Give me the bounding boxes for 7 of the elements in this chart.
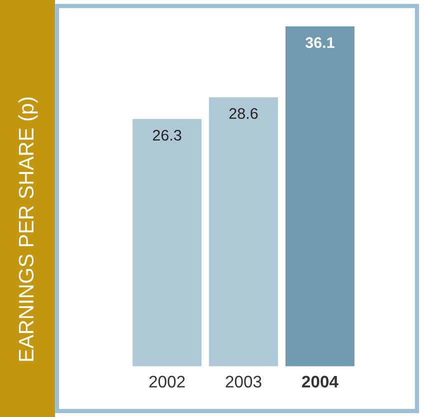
x-tick-label: 2002 <box>149 376 185 388</box>
x-tick-label: 2004 <box>302 376 338 388</box>
x-tick-label: 2003 <box>226 376 262 388</box>
data-label: 28.6 <box>229 108 258 119</box>
text: EARNINGS PER SHARE (p) <box>18 98 38 361</box>
data-label: 26.3 <box>152 130 182 141</box>
data-label: 36.1 <box>305 37 334 48</box>
